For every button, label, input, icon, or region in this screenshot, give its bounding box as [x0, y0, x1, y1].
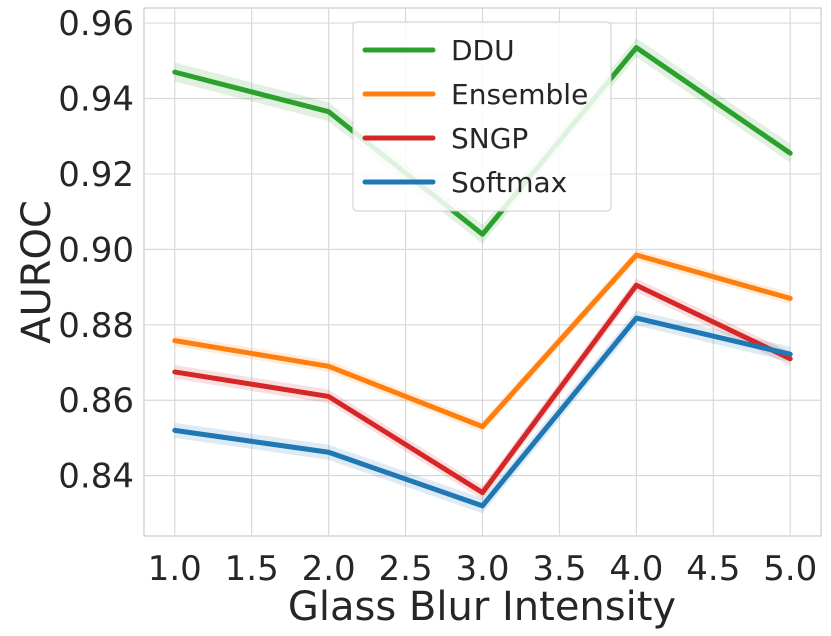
x-tick-label: 4.0 — [609, 549, 663, 589]
y-tick-labels: 0.84 0.86 0.88 0.90 0.92 0.94 0.96 — [58, 4, 134, 497]
y-axis-label: AUROC — [14, 200, 60, 344]
grid-lines — [144, 8, 821, 536]
x-tick-label: 3.5 — [532, 549, 586, 589]
legend-label-ensemble: Ensemble — [451, 78, 588, 111]
x-tick-label: 1.5 — [225, 549, 279, 589]
x-tick-label: 2.5 — [379, 549, 433, 589]
y-tick-label: 0.90 — [58, 230, 134, 270]
x-tick-label: 5.0 — [763, 549, 817, 589]
x-tick-label: 3.0 — [455, 549, 509, 589]
legend-label-ddu: DDU — [451, 34, 515, 67]
y-tick-label: 0.88 — [58, 306, 134, 346]
legend-box — [352, 21, 612, 212]
legend-label-sngp: SNGP — [451, 122, 528, 155]
y-tick-label: 0.96 — [58, 4, 134, 44]
confidence-bands — [174, 38, 791, 514]
x-tick-labels: 1.0 1.5 2.0 2.5 3.0 3.5 4.0 4.5 5.0 — [148, 549, 818, 589]
y-tick-label: 0.86 — [58, 381, 134, 421]
legend-label-softmax: Softmax — [451, 166, 567, 199]
x-tick-label: 2.0 — [302, 549, 356, 589]
x-tick-label: 4.5 — [686, 549, 740, 589]
x-axis-label: Glass Blur Intensity — [288, 584, 676, 630]
y-tick-label: 0.84 — [58, 457, 134, 497]
sngp-confidence-band — [174, 278, 791, 500]
x-tick-label: 1.0 — [148, 549, 202, 589]
legend: DDU Ensemble SNGP Softmax — [352, 21, 612, 212]
series-lines — [172, 45, 793, 509]
y-tick-label: 0.92 — [58, 155, 134, 195]
y-tick-label: 0.94 — [58, 80, 134, 120]
